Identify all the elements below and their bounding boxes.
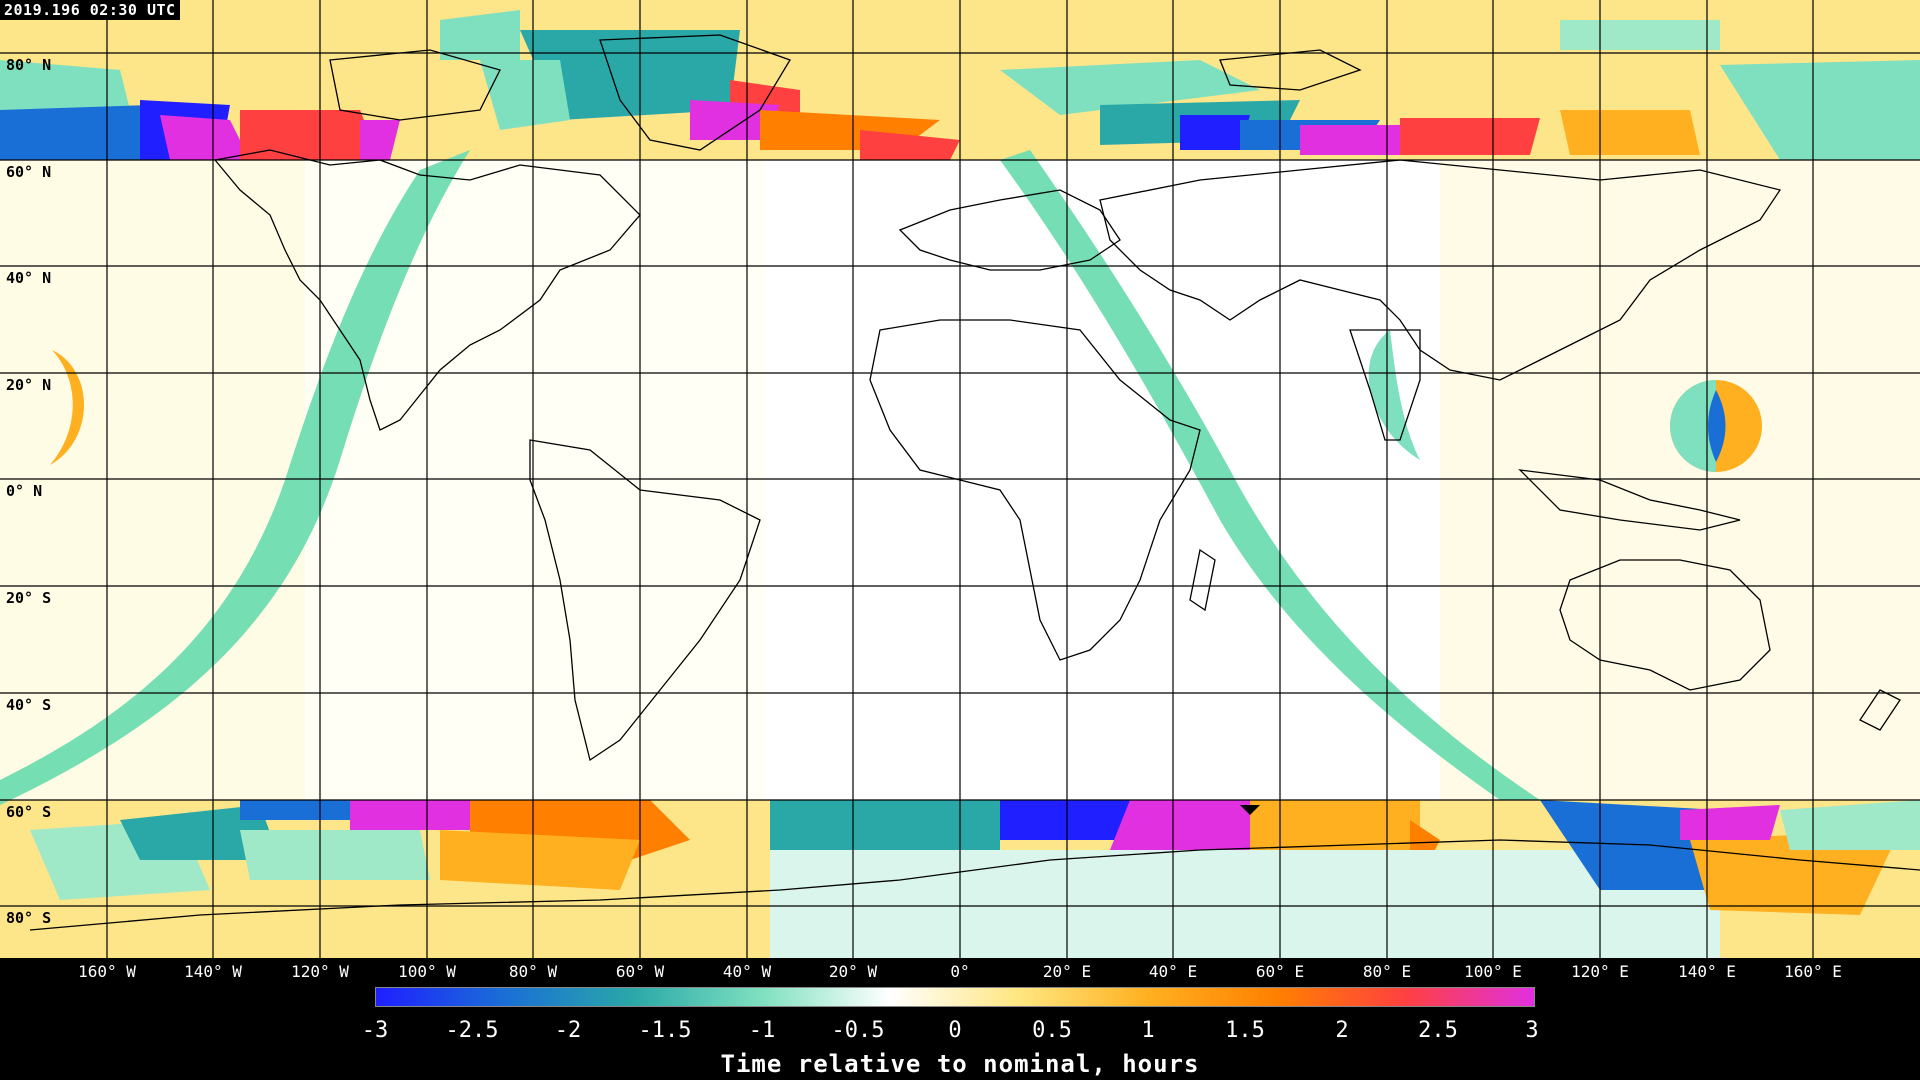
coastlines (29, 34, 1920, 931)
grid-lines (0, 0, 1920, 958)
world-map (0, 0, 1920, 958)
colorbar-tick: 2 (1335, 1018, 1349, 1043)
lon-label-40w: 40° W (722, 962, 772, 981)
colorbar-tick: 2.5 (1418, 1018, 1458, 1043)
colorbar-tick: -2 (554, 1018, 582, 1043)
lat-label-0n: 0° N (6, 482, 43, 500)
lon-label-20e: 20° E (1042, 962, 1092, 981)
lon-label-140w: 140° W (184, 962, 242, 981)
mid-region-band (765, 160, 1440, 800)
lon-label-160w: 160° W (78, 962, 136, 981)
lon-label-80w: 80° W (508, 962, 558, 981)
colorbar-tick: -3 (361, 1018, 389, 1043)
pacific-disc (1670, 380, 1762, 472)
lon-label-20w: 20° W (828, 962, 878, 981)
lon-label-100e: 100° E (1464, 962, 1522, 981)
colorbar-tick: 0 (948, 1018, 962, 1043)
colorbar-tick: 1.5 (1225, 1018, 1265, 1043)
lat-label-20s: 20° S (6, 589, 52, 607)
colorbar-title: Time relative to nominal, hours (720, 1050, 1200, 1078)
swath-band-west (0, 150, 470, 805)
lon-label-40e: 40° E (1148, 962, 1198, 981)
lon-label-160e: 160° E (1784, 962, 1842, 981)
lat-label-80s: 80° S (6, 909, 52, 927)
colorbar-tick: -2.5 (445, 1018, 499, 1043)
lon-label-80e: 80° E (1362, 962, 1412, 981)
lat-label-40s: 40° S (6, 696, 52, 714)
west-pacific-crescent (50, 350, 85, 465)
colorbar-tick: -0.5 (831, 1018, 885, 1043)
lon-label-100w: 100° W (398, 962, 456, 981)
colorbar (375, 987, 1535, 1007)
lat-label-80n: 80° N (6, 56, 52, 74)
colorbar-tick: 0.5 (1032, 1018, 1072, 1043)
lon-label-140e: 140° E (1678, 962, 1736, 981)
lat-label-40n: 40° N (6, 269, 52, 287)
lon-label-0: 0° (950, 962, 970, 981)
colorbar-tick: -1.5 (638, 1018, 692, 1043)
colorbar-tick: 3 (1525, 1018, 1539, 1043)
lon-label-120e: 120° E (1571, 962, 1629, 981)
timestamp-label: 2019.196 02:30 UTC (0, 0, 180, 20)
lat-label-60n: 60° N (6, 163, 52, 181)
map-area: 2019.196 02:30 UTC 80° N 60° N 40° N 20°… (0, 0, 1920, 958)
lon-label-60e: 60° E (1255, 962, 1305, 981)
colorbar-tick: 1 (1141, 1018, 1155, 1043)
bottom-panel (0, 958, 1920, 1080)
lat-label-20n: 20° N (6, 376, 52, 394)
lon-label-120w: 120° W (291, 962, 349, 981)
india-crescent (1368, 330, 1420, 460)
colorbar-tick: -1 (748, 1018, 776, 1043)
swath-band-east (1000, 150, 1540, 800)
lat-label-60s: 60° S (6, 803, 52, 821)
lon-label-60w: 60° W (615, 962, 665, 981)
